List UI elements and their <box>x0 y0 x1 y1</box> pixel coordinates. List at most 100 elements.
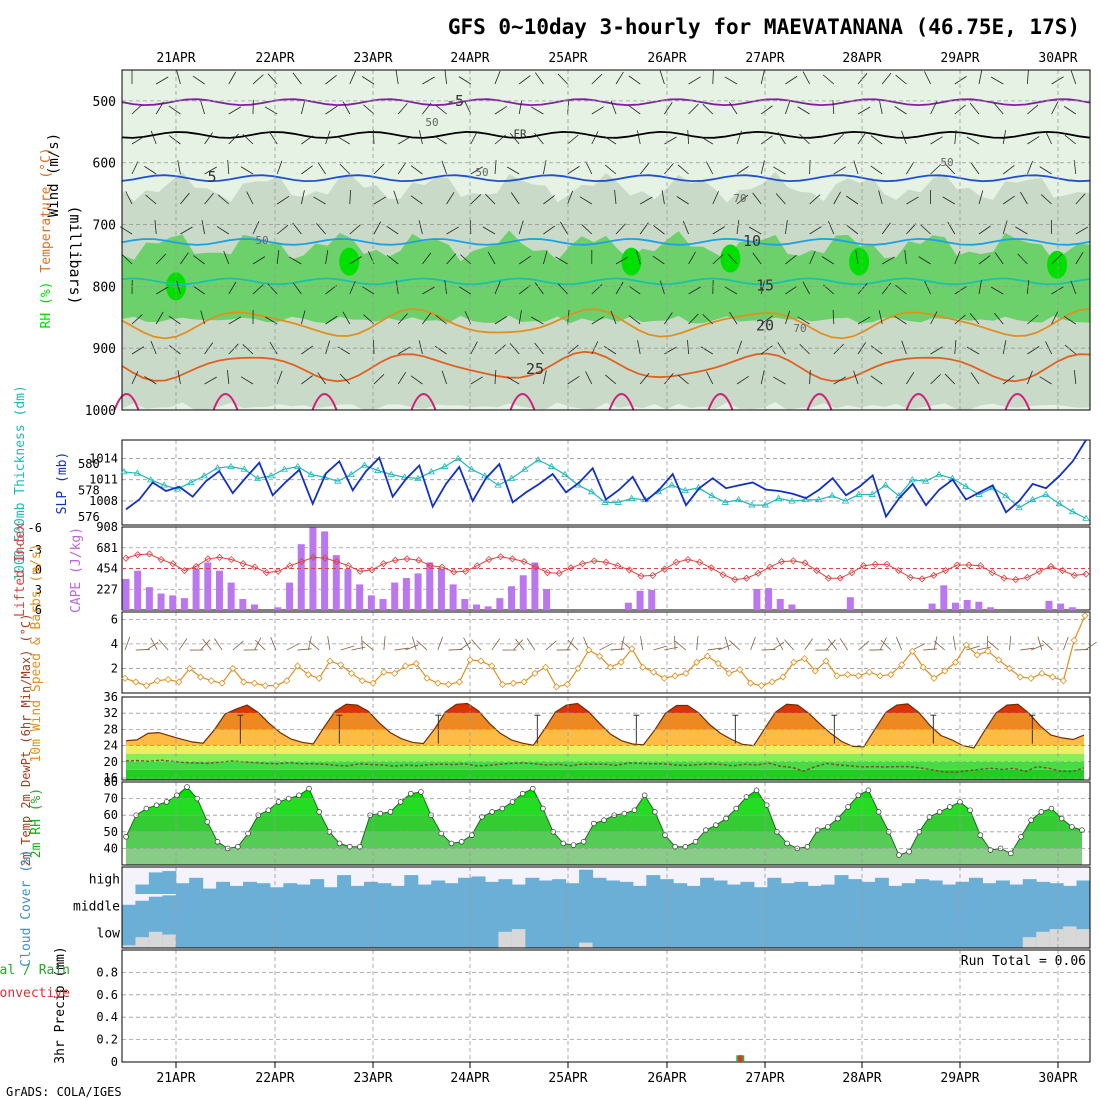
cloud-middle-bar <box>148 896 163 921</box>
rh-peak-blob <box>166 272 186 301</box>
wind-barb-10m <box>394 647 409 651</box>
wind-speed-marker <box>315 674 323 682</box>
wind-barb <box>267 283 278 295</box>
rh-marker <box>621 810 628 817</box>
wind-barb <box>487 251 496 265</box>
wind-barb <box>677 164 689 175</box>
wind-barb <box>228 343 239 355</box>
wind-barb <box>954 250 961 265</box>
wind-barb <box>534 132 544 145</box>
precip-axis-label: 3hr Precip (mm) <box>53 946 68 1063</box>
cloud-low-base <box>673 921 688 948</box>
wind-barb <box>881 72 892 85</box>
wind-barb <box>361 76 375 85</box>
rh-marker <box>1048 805 1055 812</box>
lifted-index-marker <box>450 568 458 576</box>
thickness-tick-label: 576 <box>78 510 100 524</box>
wind-speed-marker <box>585 646 593 654</box>
wind-speed-marker <box>887 671 895 679</box>
wind-barb-10m <box>664 646 679 651</box>
wind-barb <box>169 345 181 355</box>
wind-speed-marker <box>552 683 561 691</box>
wind-tick-label: 4 <box>111 637 118 651</box>
cloud-low-bar <box>1022 937 1037 948</box>
rh-marker <box>1079 827 1085 833</box>
wind-barb-10m <box>146 641 159 651</box>
wind-barb-10m <box>340 645 355 651</box>
lifted-index-marker <box>286 562 294 570</box>
wind-barb <box>944 163 956 175</box>
wind-barb <box>534 342 544 355</box>
lifted-index-marker <box>742 574 751 582</box>
cloud-middle-bar <box>256 894 271 921</box>
wind-barb <box>373 221 381 235</box>
rh-marker <box>387 809 394 815</box>
cloud-high-bar <box>1036 881 1051 894</box>
pressure-tick-label: 500 <box>93 95 116 110</box>
top-date-label: 21APR <box>156 51 195 66</box>
cloud-low-base <box>780 921 795 948</box>
rh-marker <box>1058 815 1065 822</box>
wind-barb <box>154 220 157 235</box>
wind-barb <box>1040 194 1052 205</box>
wind-barb <box>1020 191 1028 205</box>
cloud-middle-bar <box>444 894 459 921</box>
wind-barb-10m <box>308 640 320 651</box>
wind-barb <box>1051 286 1064 295</box>
cloud-high-bar <box>283 883 298 894</box>
wind-barb <box>325 340 331 355</box>
warm-contour <box>608 393 635 411</box>
pressure-tick-label: 700 <box>93 219 116 234</box>
wind-barb <box>509 343 520 355</box>
cloud-high-bar <box>767 877 782 894</box>
lifted-index-marker <box>988 569 996 577</box>
slp-tick-label: 1011 <box>89 473 118 487</box>
wind-barb-10m <box>437 636 443 651</box>
lifted-index-marker <box>532 563 540 571</box>
wind-barb <box>920 224 931 235</box>
cloud-high-bar <box>364 881 378 894</box>
wind-barb <box>458 76 472 85</box>
cape-bar <box>508 586 516 610</box>
wind-barb <box>809 194 821 205</box>
wind-barb <box>785 75 798 85</box>
precip-tick-label: 0.4 <box>96 1010 118 1024</box>
cloud-layer-label: low <box>97 927 121 942</box>
wind-speed-marker <box>951 658 960 666</box>
thickness-marker <box>200 472 208 479</box>
cloud-low-base <box>337 921 352 948</box>
wind-barb <box>637 340 641 355</box>
wind-barb-10m <box>286 643 300 651</box>
wind-barb <box>906 223 917 235</box>
cape-bar <box>321 531 329 610</box>
wind-barb-10m <box>158 639 169 651</box>
thickness-marker <box>227 462 235 469</box>
wind-barb <box>736 340 743 355</box>
wind-speed-marker <box>790 658 798 666</box>
cloud-middle-bar <box>592 894 607 921</box>
cloud-low-base <box>901 921 916 948</box>
wind-barb <box>301 345 314 355</box>
wind-barb <box>978 190 984 205</box>
thickness-marker <box>721 498 729 505</box>
thickness-marker <box>293 462 302 469</box>
thickness-marker <box>881 481 890 488</box>
wind-barb <box>373 196 387 205</box>
wind-barb <box>289 256 302 265</box>
cloud-middle-bar <box>525 894 540 921</box>
wind-barb <box>168 315 181 325</box>
cloud-high-bar <box>189 877 204 894</box>
wind-barb-10m <box>515 638 525 651</box>
cloud-low-base <box>794 921 809 948</box>
wind-barb <box>879 100 883 115</box>
wind-speed-marker <box>596 652 604 660</box>
precip-tick-label: 0.6 <box>96 988 118 1002</box>
lifted-index-marker <box>134 551 142 559</box>
wind-barb <box>1073 370 1077 385</box>
wind-barb <box>518 100 523 115</box>
cloud-low-base <box>727 921 741 948</box>
cloud-low-base <box>283 921 298 948</box>
wind-barb <box>418 220 423 235</box>
cloud-high-bar <box>834 875 849 894</box>
thickness-marker <box>481 472 489 479</box>
